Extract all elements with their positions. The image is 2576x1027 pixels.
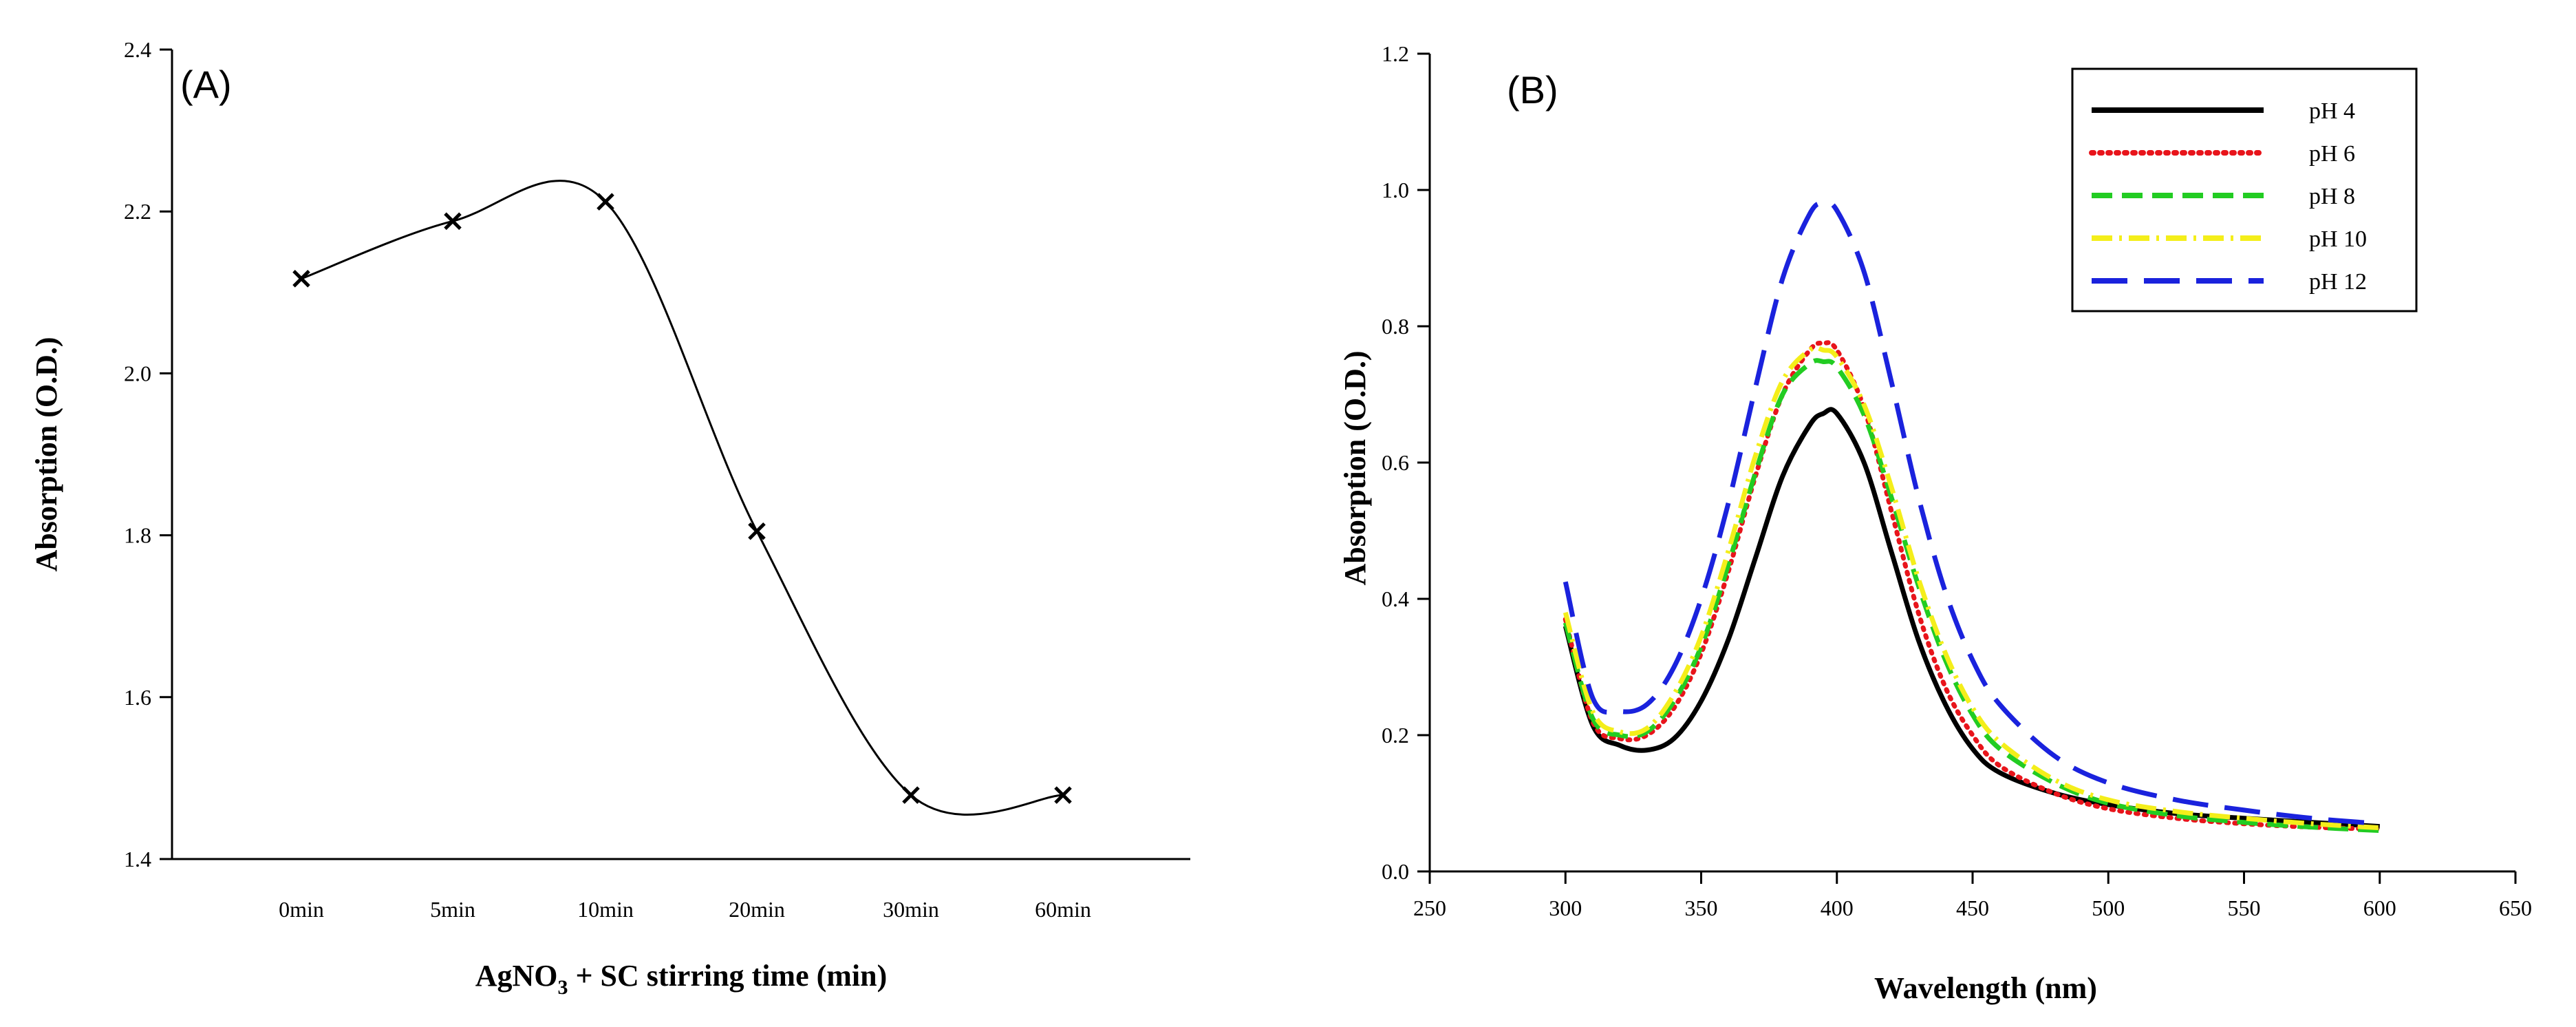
chart-a-xlabel-sub: 3 <box>557 976 568 999</box>
chart-b-xtick-label: 550 <box>2228 896 2261 920</box>
chart-b-y-ticks: 0.0 0.2 0.4 0.6 0.8 1.0 1.2 <box>1382 41 1430 884</box>
chart-b-xlabel: Wavelength (nm) <box>1874 971 2097 1005</box>
chart-a-ytick-label: 2.4 <box>124 37 151 62</box>
chart-a-xlabel-main: AgNO <box>475 959 558 993</box>
chart-b-ylabel: Absorption (O.D.) <box>1338 350 1372 585</box>
legend-label-0: pH 4 <box>2309 98 2355 124</box>
chart-b-series-line-2 <box>1563 358 2380 834</box>
chart-a-point-marker <box>902 786 920 804</box>
chart-a-xtick-label: 30min <box>883 897 939 922</box>
chart-b-ytick-label: 1.2 <box>1382 41 1409 66</box>
chart-b-xtick-label: 500 <box>2092 896 2125 920</box>
chart-b-ytick-label: 0.4 <box>1382 586 1409 611</box>
chart-b-xtick-label: 650 <box>2499 896 2532 920</box>
chart-b: (B) 0.0 0.2 0.4 0.6 0.8 1.0 1.2 250 300 350 400 45… <box>1338 41 2532 1005</box>
chart-a-point-marker <box>292 270 310 288</box>
chart-b-ytick-label: 1.0 <box>1382 178 1409 202</box>
chart-a-y-ticks: 1.4 1.6 1.8 2.0 2.2 2.4 <box>124 37 172 871</box>
chart-b-ytick-label: 0.8 <box>1382 314 1409 339</box>
chart-a: (A) 1.4 1.6 1.8 2.0 2.2 2.4 0min 5min 10min 20mi… <box>30 37 1190 999</box>
chart-b-series <box>1563 200 2383 834</box>
chart-b-legend: pH 4 pH 6 pH 8 pH 10 pH 12 <box>2071 67 2418 313</box>
chart-b-series-line-1 <box>1563 340 2383 832</box>
chart-a-ytick-label: 2.2 <box>124 199 151 224</box>
chart-a-xtick-label: 20min <box>729 897 785 922</box>
chart-b-ytick-label: 0.0 <box>1382 859 1409 884</box>
chart-a-xlabel: AgNO3 + SC stirring time (min) <box>475 959 888 999</box>
legend-label-1: pH 6 <box>2309 141 2355 167</box>
chart-a-ytick-label: 1.8 <box>124 523 151 548</box>
chart-a-xtick-label: 10min <box>577 897 634 922</box>
chart-a-x-ticks: 0min 5min 10min 20min 30min 60min <box>279 897 1091 922</box>
chart-b-xtick-label: 450 <box>1956 896 1989 920</box>
chart-b-ytick-label: 0.6 <box>1382 450 1409 475</box>
panel-label-a: (A) <box>180 63 232 106</box>
chart-a-markers <box>292 193 1072 804</box>
chart-a-ylabel: Absorption (O.D.) <box>30 337 63 571</box>
legend-label-4: pH 12 <box>2309 269 2367 295</box>
panel-label-b: (B) <box>1507 68 1558 112</box>
chart-b-ytick-label: 0.2 <box>1382 723 1409 748</box>
chart-a-xtick-label: 0min <box>279 897 324 922</box>
chart-a-ytick-label: 1.4 <box>124 847 151 871</box>
legend-label-2: pH 8 <box>2309 184 2355 209</box>
chart-b-xtick-label: 350 <box>1685 896 1718 920</box>
chart-b-xtick-label: 400 <box>1821 896 1854 920</box>
chart-a-xtick-label: 5min <box>430 897 475 922</box>
chart-b-xtick-label: 300 <box>1549 896 1582 920</box>
chart-b-series-line-0 <box>1563 407 2380 829</box>
chart-a-point-marker <box>748 522 766 540</box>
chart-b-x-ticks: 250 300 350 400 450 500 550 600 650 <box>1413 871 2532 920</box>
chart-b-xtick-label: 600 <box>2363 896 2396 920</box>
chart-a-xlabel-rest: + SC stirring time (min) <box>568 959 887 993</box>
chart-b-series-line-3 <box>1563 345 2380 831</box>
chart-a-xtick-label: 60min <box>1035 897 1091 922</box>
chart-b-xtick-label: 250 <box>1413 896 1446 920</box>
chart-a-point-marker <box>1054 786 1072 804</box>
chart-a-ytick-label: 1.6 <box>124 685 151 710</box>
chart-a-point-marker <box>597 193 614 211</box>
legend-label-3: pH 10 <box>2309 226 2367 252</box>
chart-b-series-line-4 <box>1563 200 2381 827</box>
chart-a-point-marker <box>444 212 462 231</box>
chart-a-ytick-label: 2.0 <box>124 361 151 385</box>
chart-a-series-line <box>301 180 1064 816</box>
